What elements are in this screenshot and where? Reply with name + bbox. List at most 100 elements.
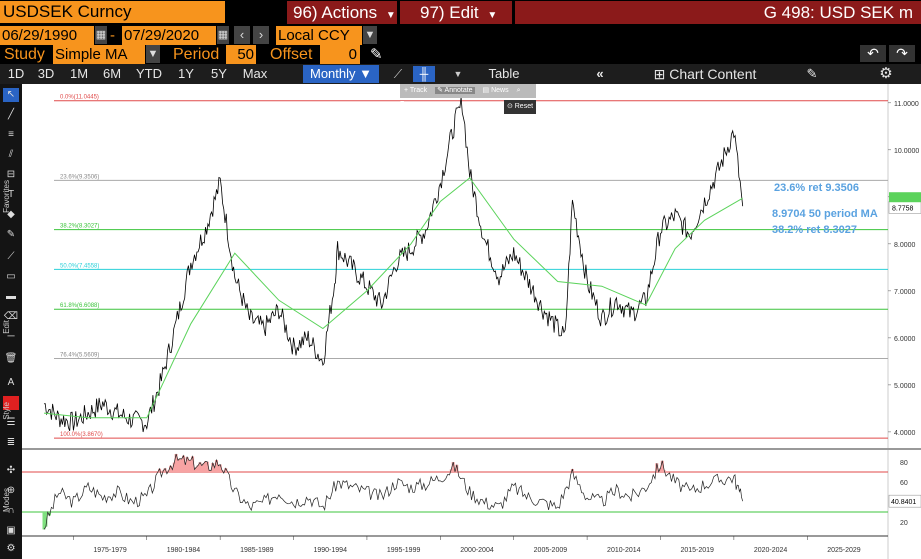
x-tick-label: 1995-1999: [387, 547, 421, 554]
rsi-tick-label: 20: [900, 520, 908, 527]
frequency-select[interactable]: Monthly ▼: [303, 65, 379, 83]
channel-tool-icon[interactable]: ⫽: [8, 149, 14, 160]
eraser-icon[interactable]: ⌫: [3, 311, 19, 322]
lock-icon[interactable]: ▣: [6, 525, 16, 536]
bar-chart-icon[interactable]: ╫: [413, 66, 435, 82]
brush-tool-icon[interactable]: ✎: [6, 229, 16, 240]
edit-chart-icon[interactable]: ✎: [806, 66, 818, 81]
chart-content-button[interactable]: ⊞ Chart Content: [640, 64, 770, 84]
text-icon[interactable]: A: [7, 377, 15, 388]
x-tick-label: 2000-2004: [460, 547, 494, 554]
snap-icon[interactable]: ⊕: [6, 485, 16, 496]
x-tick-label: 1980-1984: [167, 547, 201, 554]
y-tick-label: 4.0000: [894, 430, 916, 437]
ruler-tool-icon[interactable]: ⊟: [6, 169, 16, 180]
gear-icon[interactable]: ⚙: [6, 543, 16, 554]
bar-tool-icon[interactable]: ▬: [6, 291, 16, 302]
currency-select[interactable]: Local CCY: [276, 26, 362, 45]
period-button-1m[interactable]: 1M: [69, 66, 89, 81]
chevron-down-icon[interactable]: ▼: [146, 45, 160, 63]
annotation-text: 38.2% ret 8.3027: [772, 224, 857, 236]
chart-area[interactable]: 0.0%(11.0445) 23.6%(9.3506) 38.2%(8.3027) 5…: [22, 84, 921, 559]
period-button-max[interactable]: Max: [242, 66, 268, 81]
news-tool[interactable]: ▤ News: [482, 87, 509, 94]
calendar-icon[interactable]: ▦: [95, 26, 107, 44]
line-draw-icon[interactable]: ╱: [7, 109, 15, 120]
actions-menu-button[interactable]: 96) Actions ▼: [287, 1, 397, 24]
study-select[interactable]: Simple MA: [53, 45, 145, 64]
period-button-1d[interactable]: 1D: [7, 66, 25, 81]
period-input[interactable]: 50: [226, 45, 256, 64]
x-tick-label: 1985-1989: [240, 547, 274, 554]
chevron-down-icon: ▼: [385, 10, 396, 21]
fib-tool-icon[interactable]: ≡: [8, 129, 14, 140]
forward-arrow-icon[interactable]: ›: [253, 26, 269, 44]
x-tick-label: 1975-1979: [93, 547, 127, 554]
zoom-label: Zoom: [400, 101, 418, 108]
edit-menu-button[interactable]: 97) Edit ▼: [400, 1, 512, 24]
zoom-tool[interactable]: ⌕ Zoom: [400, 87, 521, 108]
line-style-icon[interactable]: ☰: [6, 417, 16, 428]
style-side-label: Style: [2, 402, 11, 420]
chevron-down-icon: ▼: [487, 10, 498, 21]
pencil-icon[interactable]: ✎: [370, 46, 383, 63]
double-chevron-left-icon[interactable]: «: [596, 66, 604, 81]
table-button[interactable]: Table: [488, 66, 520, 81]
end-date-field[interactable]: 07/29/2020: [122, 26, 216, 45]
rsi-tick-label: 60: [900, 480, 908, 487]
period-button-6m[interactable]: 6M: [102, 66, 122, 81]
chart-content-label: Chart Content: [669, 66, 757, 82]
trash-icon[interactable]: 🗑: [4, 353, 18, 364]
title-bar: USDSEK Curncy 96) Actions ▼ 97) Edit ▼ G…: [0, 0, 921, 25]
back-arrow-icon[interactable]: ‹: [234, 26, 250, 44]
hline-icon[interactable]: ─: [7, 331, 15, 342]
reset-button[interactable]: ⊙ Reset: [504, 100, 536, 114]
ma-price-tag: [889, 192, 921, 203]
period-button-3d[interactable]: 3D: [37, 66, 55, 81]
x-tick-label: 1990-1994: [313, 547, 347, 554]
page-title: G 498: USD SEK m: [515, 1, 921, 24]
magnet-icon[interactable]: ∩: [7, 505, 15, 516]
chart-svg[interactable]: 0.0%(11.0445) 23.6%(9.3506) 38.2%(8.3027) 5…: [22, 84, 921, 559]
chevron-down-icon[interactable]: ▼: [453, 69, 463, 79]
offset-input[interactable]: 0: [320, 45, 360, 64]
marker-tool-icon[interactable]: ◆: [7, 209, 15, 220]
y-tick-label: 7.0000: [894, 289, 916, 296]
offset-label: Offset: [270, 46, 313, 63]
rsi-tick-label: 80: [900, 460, 908, 467]
period-button-5y[interactable]: 5Y: [211, 66, 227, 81]
line-chart-icon[interactable]: ⟋: [393, 67, 403, 81]
edit-side-label: Edit: [2, 320, 11, 334]
annotation-text: 8.9704 50 period MA: [772, 208, 878, 220]
date-range-bar: 06/29/1990 ▦ - 07/29/2020 ▦ ‹ › Local CC…: [0, 25, 921, 45]
text-tool-icon[interactable]: T: [7, 189, 15, 200]
gear-icon[interactable]: ⚙: [879, 65, 893, 82]
period-button-1y[interactable]: 1Y: [178, 66, 194, 81]
actions-label: 96) Actions: [293, 3, 378, 22]
track-tool[interactable]: + Track: [404, 87, 428, 94]
rect-tool-icon[interactable]: ▭: [6, 271, 16, 282]
fib-level-label: 100.0%(3.8670): [60, 432, 103, 438]
moving-average-line: [43, 177, 743, 419]
pointer-icon[interactable]: ↖: [3, 88, 19, 102]
fib-level-label: 50.0%(7.4558): [60, 263, 99, 269]
color-swatch[interactable]: [3, 396, 19, 410]
rsi-overbought-fill: [158, 454, 666, 472]
start-date-field[interactable]: 06/29/1990: [0, 26, 94, 45]
chevron-down-icon[interactable]: ▼: [363, 26, 377, 44]
period-button-ytd[interactable]: YTD: [136, 66, 162, 81]
mode-icon[interactable]: ✣: [6, 465, 16, 476]
ticker-field[interactable]: USDSEK Curncy: [0, 1, 225, 23]
fib-level-label: 76.4%(5.5609): [60, 353, 99, 359]
trendline-icon[interactable]: ⟋: [7, 251, 15, 262]
calendar-icon[interactable]: ▦: [217, 26, 229, 44]
date-separator: -: [110, 27, 115, 44]
redo-icon[interactable]: ↷: [889, 45, 915, 62]
undo-icon[interactable]: ↶: [860, 45, 886, 62]
study-bar: Study Simple MA ▼ Period 50 Offset 0 ✎ ↶…: [0, 45, 921, 64]
drawing-tools-palette: ↖ ╱ ≡ ⫽ ⊟ T ◆ ✎ ⟋ ▭ ▬ ⌫ ─ 🗑 A ☰ ≣ ✣ ⊕ ∩ …: [0, 84, 22, 559]
favorites-label: Favorites: [2, 180, 11, 213]
annotate-tool[interactable]: ✎ Annotate: [435, 87, 475, 94]
line-width-icon[interactable]: ≣: [6, 437, 16, 448]
reset-label: Reset: [514, 103, 534, 110]
